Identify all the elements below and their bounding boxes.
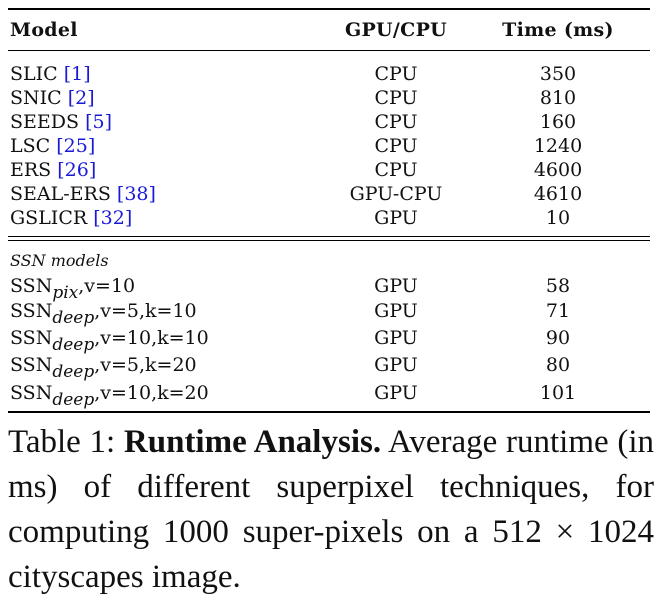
model-base: SSN — [10, 354, 53, 376]
model-subscript: pix — [52, 283, 79, 303]
device-cell: GPU-CPU — [349, 183, 443, 205]
model-base: SSN — [10, 275, 53, 297]
model-params: ,v=10 — [78, 275, 136, 297]
model-cell: LSC [25] — [10, 134, 95, 158]
device-cell: CPU — [374, 87, 418, 109]
citation-number: 38 — [124, 183, 149, 205]
citation-link: [1] — [63, 63, 91, 85]
model-base: SSN — [10, 382, 53, 404]
citation-link: [2] — [67, 87, 95, 109]
time-cell: 160 — [539, 111, 577, 133]
top-rule — [8, 8, 650, 10]
table-row: ERS [26] CPU 4600 — [0, 158, 662, 182]
section-rule-2 — [8, 240, 650, 241]
citation-number: 5 — [92, 111, 105, 133]
device-cell: CPU — [374, 111, 418, 133]
citation-link: [5] — [85, 111, 112, 133]
table-row: SSNdeep,v=5,k=20 GPU 80 — [0, 353, 662, 382]
time-cell: 101 — [539, 382, 577, 404]
model-cell: SEEDS [5] — [10, 110, 112, 134]
citation-link: [32] — [93, 207, 133, 229]
table-row: SSNdeep,v=5,k=10 GPU 71 — [0, 299, 662, 328]
table-caption: Table 1: Runtime Analysis. Average runti… — [8, 420, 654, 600]
time-cell: 80 — [545, 354, 571, 376]
citation-number: 25 — [63, 135, 88, 157]
header-model: Model — [10, 19, 78, 41]
header-device: GPU/CPU — [344, 19, 448, 41]
time-cell: 350 — [539, 63, 577, 85]
device-cell: GPU — [374, 382, 418, 404]
model-name: LSC — [10, 135, 51, 157]
model-name: SEAL-ERS — [10, 183, 111, 205]
device-cell: CPU — [374, 159, 418, 181]
caption-text: Average runtime (in ms) of different sup… — [8, 424, 655, 595]
table-row: SNIC [2] CPU 810 — [0, 86, 662, 110]
table-row: GSLICR [32] GPU 10 — [0, 206, 662, 230]
device-cell: CPU — [374, 135, 418, 157]
model-cell: SLIC [1] — [10, 62, 91, 86]
caption-title: Runtime Analysis. — [123, 424, 382, 460]
time-cell: 1240 — [533, 135, 583, 157]
model-cell: SSNdeep,v=5,k=10 — [10, 299, 197, 328]
citation-number: 26 — [64, 159, 89, 181]
device-cell: GPU — [374, 300, 418, 322]
time-cell: 10 — [545, 207, 571, 229]
table-row: SEEDS [5] CPU 160 — [0, 110, 662, 134]
device-cell: GPU — [374, 354, 418, 376]
citation-number: 2 — [75, 87, 88, 109]
model-params: ,v=10,k=10 — [94, 327, 209, 349]
model-name: SLIC — [10, 63, 58, 85]
model-params: ,v=5,k=10 — [94, 300, 197, 322]
device-cell: GPU — [374, 207, 418, 229]
model-name: ERS — [10, 159, 52, 181]
model-cell: SNIC [2] — [10, 86, 95, 110]
model-subscript: deep — [52, 308, 95, 328]
model-cell: SSNpix,v=10 — [10, 274, 136, 303]
ssn-section-label: SSN models — [10, 251, 109, 270]
device-cell: CPU — [374, 63, 418, 85]
model-name: GSLICR — [10, 207, 88, 229]
time-cell: 58 — [545, 275, 571, 297]
time-cell: 810 — [539, 87, 577, 109]
model-params: ,v=5,k=20 — [94, 354, 197, 376]
model-subscript: deep — [52, 362, 95, 382]
caption-label: Table 1: — [8, 424, 124, 460]
citation-link: [38] — [116, 183, 156, 205]
header-time: Time (ms) — [502, 19, 614, 41]
time-cell: 90 — [545, 327, 571, 349]
model-name: SEEDS — [10, 111, 80, 133]
citation-number: 1 — [71, 63, 84, 85]
time-cell: 4600 — [533, 159, 583, 181]
model-params: ,v=10,k=20 — [94, 382, 209, 404]
table-row: SSNdeep,v=10,k=20 GPU 101 — [0, 381, 662, 410]
model-cell: ERS [26] — [10, 158, 96, 182]
table-row: LSC [25] CPU 1240 — [0, 134, 662, 158]
device-cell: GPU — [374, 327, 418, 349]
time-cell: 4610 — [533, 183, 583, 205]
model-cell: SSNdeep,v=5,k=20 — [10, 353, 197, 382]
table-row: SSNdeep,v=10,k=10 GPU 90 — [0, 326, 662, 355]
header-rule — [8, 50, 650, 51]
citation-link: [26] — [57, 159, 97, 181]
model-cell: SSNdeep,v=10,k=20 — [10, 381, 209, 410]
citation-link: [25] — [56, 135, 96, 157]
table-row: SLIC [1] CPU 350 — [0, 62, 662, 86]
model-subscript: deep — [52, 390, 95, 410]
model-subscript: deep — [52, 335, 95, 355]
time-cell: 71 — [545, 300, 571, 322]
device-cell: GPU — [374, 275, 418, 297]
table-row: SSNpix,v=10 GPU 58 — [0, 274, 662, 303]
model-cell: SEAL-ERS [38] — [10, 182, 156, 206]
model-cell: GSLICR [32] — [10, 206, 132, 230]
model-base: SSN — [10, 300, 53, 322]
table-row: SEAL-ERS [38] GPU-CPU 4610 — [0, 182, 662, 206]
bottom-rule — [8, 411, 650, 413]
citation-number: 32 — [100, 207, 125, 229]
model-base: SSN — [10, 327, 53, 349]
model-name: SNIC — [10, 87, 62, 109]
section-rule — [8, 236, 650, 237]
model-cell: SSNdeep,v=10,k=10 — [10, 326, 209, 355]
header-row: Model GPU/CPU Time (ms) — [0, 18, 662, 42]
